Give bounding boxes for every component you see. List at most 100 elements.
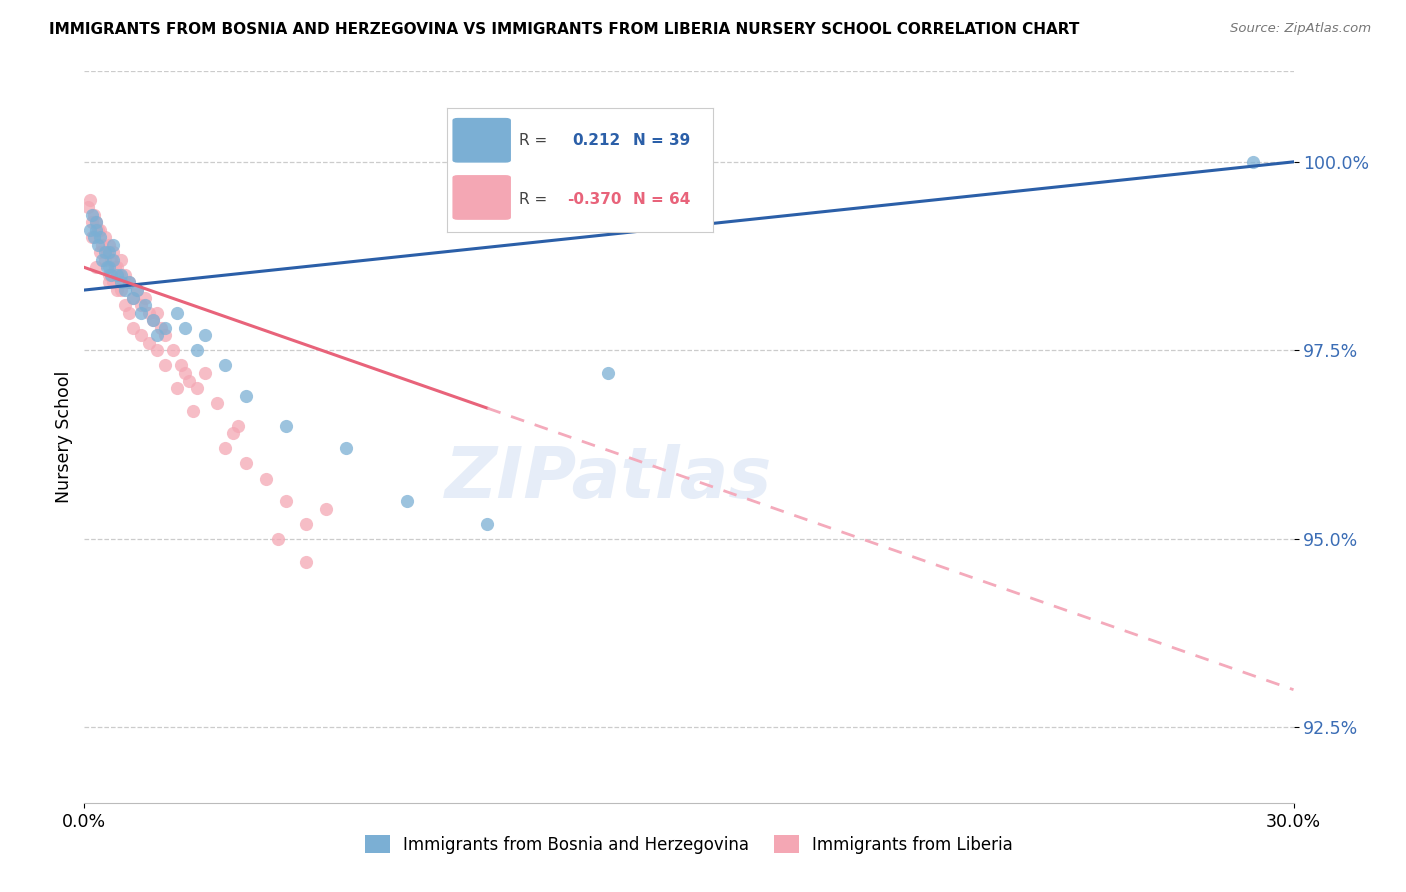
Point xyxy=(93,245,115,260)
Point xyxy=(142,313,165,327)
Text: IMMIGRANTS FROM BOSNIA AND HERZEGOVINA VS IMMIGRANTS FROM LIBERIA NURSERY SCHOOL: IMMIGRANTS FROM BOSNIA AND HERZEGOVINA V… xyxy=(49,22,1080,37)
Point xyxy=(146,306,169,320)
Point xyxy=(89,245,111,260)
Point xyxy=(91,237,114,252)
Point xyxy=(181,403,204,417)
Point xyxy=(82,208,104,222)
Text: ZIPatlas: ZIPatlas xyxy=(444,444,772,513)
Point xyxy=(121,291,143,305)
Point xyxy=(121,320,143,334)
Point xyxy=(118,276,141,290)
Point xyxy=(105,283,128,297)
Point xyxy=(110,276,132,290)
Point xyxy=(395,494,418,508)
Point xyxy=(96,260,118,275)
Point xyxy=(89,223,111,237)
Point xyxy=(101,276,124,290)
Point xyxy=(110,252,132,267)
Point xyxy=(114,283,136,297)
Point xyxy=(214,359,236,373)
Point xyxy=(274,418,297,433)
Point xyxy=(1241,154,1264,169)
Point xyxy=(335,442,357,456)
Point xyxy=(129,298,152,312)
Point xyxy=(97,237,120,252)
Point xyxy=(87,237,110,252)
Point xyxy=(274,494,297,508)
Point xyxy=(97,245,120,260)
Point xyxy=(83,208,105,222)
Point xyxy=(138,306,160,320)
Point xyxy=(598,366,620,380)
Point xyxy=(235,457,257,471)
Point xyxy=(179,374,201,388)
Y-axis label: Nursery School: Nursery School xyxy=(55,371,73,503)
Point xyxy=(89,230,111,244)
Point xyxy=(111,276,134,290)
Point xyxy=(101,237,124,252)
Point xyxy=(138,335,160,350)
Point xyxy=(194,328,217,343)
Point xyxy=(118,306,141,320)
Point xyxy=(101,252,124,267)
Point xyxy=(295,554,318,568)
Point xyxy=(101,245,124,260)
Point xyxy=(87,223,110,237)
Point xyxy=(86,215,108,229)
Point xyxy=(96,245,118,260)
Point xyxy=(477,516,499,531)
Point xyxy=(186,343,208,358)
Point xyxy=(97,276,120,290)
Point xyxy=(110,283,132,297)
Point xyxy=(129,328,152,343)
Legend: Immigrants from Bosnia and Herzegovina, Immigrants from Liberia: Immigrants from Bosnia and Herzegovina, … xyxy=(359,829,1019,860)
Point xyxy=(79,223,101,237)
Point xyxy=(77,200,100,214)
Point xyxy=(146,328,169,343)
Point xyxy=(107,268,129,282)
Point xyxy=(114,298,136,312)
Point xyxy=(166,381,188,395)
Point xyxy=(91,252,114,267)
Point xyxy=(214,442,236,456)
Point xyxy=(295,516,318,531)
Point xyxy=(125,283,148,297)
Point xyxy=(315,501,337,516)
Point xyxy=(186,381,208,395)
Point xyxy=(110,268,132,282)
Point xyxy=(83,230,105,244)
Point xyxy=(153,320,176,334)
Point xyxy=(129,306,152,320)
Point xyxy=(86,260,108,275)
Text: Source: ZipAtlas.com: Source: ZipAtlas.com xyxy=(1230,22,1371,36)
Point xyxy=(226,418,249,433)
Point xyxy=(166,306,188,320)
Point xyxy=(149,320,172,334)
Point xyxy=(235,389,257,403)
Point xyxy=(82,230,104,244)
Point xyxy=(86,215,108,229)
Point xyxy=(118,276,141,290)
Point xyxy=(222,426,245,441)
Point xyxy=(153,328,176,343)
Point xyxy=(170,359,193,373)
Point xyxy=(79,193,101,207)
Point xyxy=(254,471,277,485)
Point xyxy=(105,260,128,275)
Point xyxy=(105,268,128,282)
Point xyxy=(267,532,290,546)
Point xyxy=(104,260,127,275)
Point xyxy=(93,230,115,244)
Point xyxy=(162,343,184,358)
Point xyxy=(125,283,148,297)
Point xyxy=(174,320,197,334)
Point xyxy=(97,268,120,282)
Point xyxy=(100,268,122,282)
Point xyxy=(134,298,156,312)
Point xyxy=(174,366,197,380)
Point xyxy=(194,366,217,380)
Point xyxy=(114,268,136,282)
Point xyxy=(100,252,122,267)
Point xyxy=(146,343,169,358)
Point xyxy=(153,359,176,373)
